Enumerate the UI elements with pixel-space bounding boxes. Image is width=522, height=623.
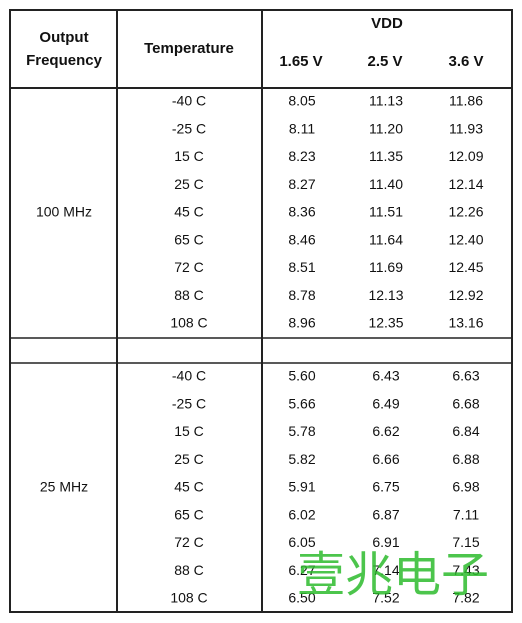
value-cell: 12.13	[368, 287, 403, 303]
value-cell: 5.78	[288, 423, 315, 439]
temperature-cell: 88 C	[174, 287, 204, 303]
header-voltage: 3.6 V	[448, 53, 483, 70]
value-cell: 11.13	[369, 93, 403, 109]
temperature-cell: -25 C	[172, 120, 206, 136]
temperature-cell: 45 C	[174, 479, 204, 495]
value-cell: 6.43	[372, 368, 399, 384]
value-cell: 6.98	[452, 479, 479, 495]
header-temperature: Temperature	[144, 40, 234, 57]
value-cell: 6.75	[372, 479, 399, 495]
value-cell: 5.66	[288, 395, 315, 411]
temperature-cell: 108 C	[170, 315, 207, 331]
temperature-cell: 15 C	[174, 423, 204, 439]
value-cell: 12.09	[448, 148, 483, 164]
header-voltage: 1.65 V	[279, 53, 322, 70]
value-cell: 11.86	[449, 93, 483, 109]
value-cell: 6.68	[452, 395, 479, 411]
value-cell: 6.27	[288, 562, 315, 578]
value-cell: 8.51	[288, 259, 315, 275]
value-cell: 8.46	[288, 231, 315, 247]
value-cell: 8.96	[288, 315, 315, 331]
value-cell: 7.14	[372, 562, 399, 578]
value-cell: 6.50	[288, 590, 315, 606]
temperature-cell: -40 C	[172, 368, 206, 384]
value-cell: 11.69	[369, 259, 403, 275]
watermark: 壹兆电子	[297, 547, 489, 603]
temperature-cell: 108 C	[170, 590, 207, 606]
value-cell: 6.84	[452, 423, 479, 439]
value-cell: 8.36	[288, 204, 315, 220]
header-frequency: Frequency	[26, 52, 103, 69]
temperature-cell: 45 C	[174, 204, 204, 220]
value-cell: 7.52	[372, 590, 399, 606]
value-cell: 11.51	[369, 204, 403, 220]
temperature-cell: 15 C	[174, 148, 204, 164]
value-cell: 6.49	[372, 395, 399, 411]
frequency-cell: 25 MHz	[40, 479, 88, 495]
value-cell: 12.14	[448, 176, 483, 192]
value-cell: 7.15	[452, 534, 479, 550]
value-cell: 6.88	[452, 451, 479, 467]
value-cell: 5.82	[288, 451, 315, 467]
value-cell: 8.23	[288, 148, 315, 164]
value-cell: 7.11	[453, 506, 479, 522]
value-cell: 6.66	[372, 451, 399, 467]
value-cell: 8.78	[288, 287, 315, 303]
value-cell: 8.05	[288, 93, 315, 109]
value-cell: 11.35	[369, 148, 403, 164]
value-cell: 13.16	[448, 315, 483, 331]
value-cell: 6.87	[372, 506, 399, 522]
value-cell: 6.91	[372, 534, 399, 550]
temperature-cell: 25 C	[174, 451, 204, 467]
value-cell: 12.92	[448, 287, 483, 303]
value-cell: 11.64	[369, 231, 403, 247]
value-cell: 6.62	[372, 423, 399, 439]
value-cell: 11.20	[369, 120, 403, 136]
value-cell: 7.82	[452, 590, 479, 606]
temperature-cell: 65 C	[174, 506, 204, 522]
value-cell: 8.27	[288, 176, 315, 192]
value-cell: 11.40	[369, 176, 403, 192]
value-cell: 11.93	[449, 120, 483, 136]
value-cell: 6.02	[288, 506, 315, 522]
temperature-cell: -25 C	[172, 395, 206, 411]
value-cell: 5.60	[288, 368, 315, 384]
value-cell: 12.26	[448, 204, 483, 220]
value-cell: 5.91	[288, 479, 315, 495]
header-voltage: 2.5 V	[367, 53, 402, 70]
temperature-cell: 25 C	[174, 176, 204, 192]
temperature-cell: 88 C	[174, 562, 204, 578]
temperature-cell: 72 C	[174, 534, 204, 550]
temperature-cell: 72 C	[174, 259, 204, 275]
header-frequency: Output	[39, 29, 88, 46]
value-cell: 6.63	[452, 368, 479, 384]
value-cell: 8.11	[289, 120, 315, 136]
temperature-cell: -40 C	[172, 93, 206, 109]
value-cell: 7.43	[452, 562, 479, 578]
temperature-cell: 65 C	[174, 231, 204, 247]
value-cell: 12.40	[448, 231, 483, 247]
frequency-cell: 100 MHz	[36, 204, 92, 220]
header-vdd: VDD	[371, 15, 403, 32]
value-cell: 6.05	[288, 534, 315, 550]
value-cell: 12.45	[448, 259, 483, 275]
value-cell: 12.35	[368, 315, 403, 331]
